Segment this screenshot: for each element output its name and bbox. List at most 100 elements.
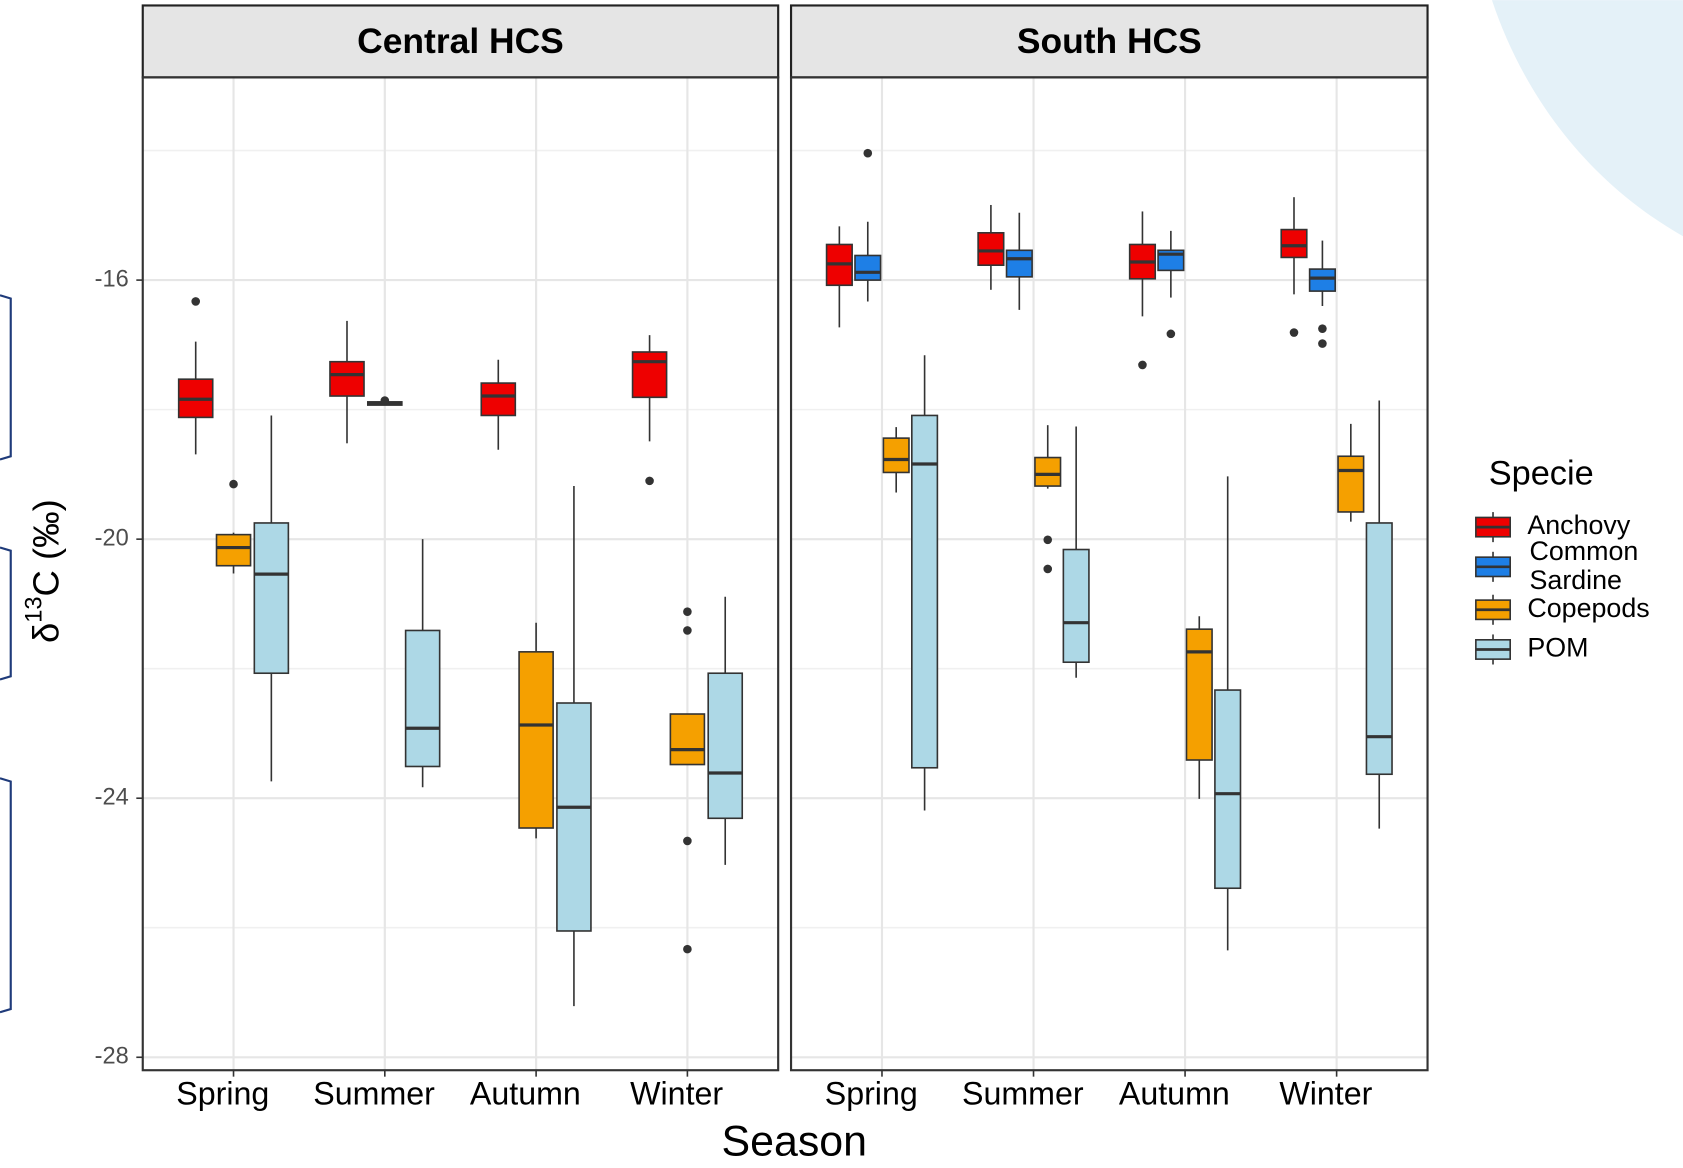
box-body: [1034, 456, 1062, 487]
x-tick-label: Autumn: [470, 1075, 581, 1111]
decoration: [0, 546, 12, 681]
facet-strip: [789, 4, 1429, 79]
box: [1280, 197, 1308, 337]
y-tick-label: -24: [95, 784, 129, 810]
x-tick-label: Winter: [630, 1075, 723, 1111]
box-body: [1185, 628, 1213, 761]
panel-border: [789, 76, 1429, 1072]
box: [177, 297, 214, 455]
box-body: [215, 533, 252, 567]
box-body: [1005, 249, 1033, 278]
decoration: [0, 777, 12, 1014]
legend-label: Common Sardine: [1530, 536, 1639, 595]
box: [882, 427, 910, 493]
x-tick-label: Summer: [313, 1075, 435, 1111]
outlier: [683, 836, 692, 846]
y-tick-label: -16: [95, 266, 129, 292]
box: [215, 479, 252, 574]
outlier: [683, 626, 692, 635]
box-body: [707, 672, 744, 820]
facet-title: South HCS: [1017, 21, 1202, 61]
box: [366, 396, 403, 406]
box-body: [1365, 522, 1393, 776]
legend-item: Copepods: [1475, 593, 1650, 625]
box: [631, 335, 668, 486]
box-body: [882, 437, 910, 474]
box: [404, 539, 441, 788]
outlier: [1138, 360, 1147, 370]
box: [1214, 476, 1242, 951]
box: [253, 415, 290, 782]
outlier: [380, 396, 390, 405]
decoration: [0, 294, 12, 461]
legend-label: Copepods: [1527, 593, 1649, 623]
outlier: [1043, 564, 1053, 574]
box: [1157, 230, 1185, 339]
box: [825, 226, 853, 328]
legend-item: Anchovy: [1475, 510, 1631, 543]
box: [669, 607, 706, 954]
outlier: [1318, 324, 1327, 333]
box-body: [1214, 689, 1242, 890]
y-axis-title: δ13C (‰): [22, 499, 66, 643]
box: [1128, 211, 1157, 370]
y-tick-label: -20: [95, 525, 129, 551]
box-body: [1308, 268, 1337, 292]
box-body: [518, 651, 554, 829]
x-tick-label: Winter: [1279, 1075, 1372, 1111]
box-body: [404, 629, 441, 768]
box: [707, 596, 744, 865]
decoration: [1491, 0, 1683, 237]
box-body: [1280, 228, 1308, 259]
box-body: [1062, 548, 1090, 664]
outlier: [1166, 329, 1176, 339]
box: [556, 486, 592, 1007]
box: [977, 204, 1005, 290]
box-body: [911, 414, 939, 769]
box: [1062, 426, 1090, 678]
outlier: [1043, 535, 1053, 545]
box-body: [977, 232, 1005, 267]
legend-item: Common Sardine: [1475, 536, 1639, 595]
box: [1185, 616, 1213, 799]
outlier: [683, 607, 692, 616]
box-body: [253, 522, 290, 675]
legend-label: POM: [1527, 633, 1588, 663]
box-body: [669, 713, 706, 766]
box: [329, 320, 365, 444]
legend-title: Specie: [1489, 455, 1594, 493]
legend-label: Anchovy: [1527, 510, 1630, 540]
box: [1005, 212, 1033, 310]
box-body: [556, 702, 592, 932]
box-body: [329, 360, 365, 397]
box: [518, 622, 554, 839]
x-tick-label: Summer: [962, 1075, 1084, 1111]
outlier: [1318, 339, 1327, 348]
box: [854, 148, 882, 302]
y-axis-title-part: δ: [25, 623, 66, 643]
box-body: [1337, 455, 1365, 513]
y-tick-label: -28: [95, 1044, 129, 1070]
box: [480, 359, 517, 450]
facet-title: Central HCS: [357, 21, 564, 61]
x-tick-label: Autumn: [1119, 1075, 1230, 1111]
x-axis-title: Season: [721, 1118, 867, 1166]
box: [1365, 400, 1393, 829]
outlier: [191, 297, 200, 306]
y-axis-title-part: 13: [22, 596, 48, 622]
y-axis-title-part: C (‰): [25, 499, 66, 596]
box: [1337, 423, 1365, 522]
outlier: [683, 944, 692, 954]
outlier: [863, 148, 873, 158]
legend-item: POM: [1475, 633, 1588, 665]
box-body: [631, 351, 668, 399]
box-body: [854, 254, 882, 281]
outlier: [645, 476, 654, 486]
outlier: [229, 479, 238, 489]
outlier: [1289, 328, 1299, 337]
x-tick-label: Spring: [176, 1075, 269, 1111]
box-body: [480, 382, 517, 417]
box: [1308, 240, 1337, 348]
